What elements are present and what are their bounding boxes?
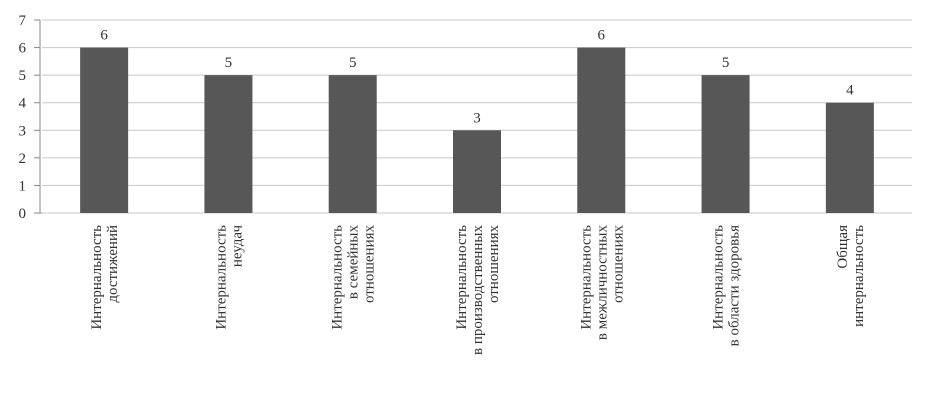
y-tick-label: 4 — [19, 96, 27, 112]
value-label: 5 — [225, 55, 233, 71]
x-tick-label: Интернальностьдостижений — [89, 225, 121, 330]
y-tick-label: 1 — [19, 178, 27, 194]
y-tick-label: 3 — [19, 123, 27, 139]
bar — [453, 130, 501, 213]
x-tick-label: Интернальностьнеудач — [213, 225, 245, 330]
x-tick-label: Интернальностьв семейныхотношениях — [330, 225, 378, 330]
bar — [328, 75, 377, 214]
value-label: 3 — [473, 110, 481, 126]
y-tick-label: 7 — [19, 13, 27, 29]
bar — [577, 47, 626, 214]
value-label: 6 — [100, 28, 108, 44]
y-tick-label: 6 — [19, 41, 27, 57]
value-label: 5 — [349, 55, 357, 71]
y-tick-label: 0 — [19, 206, 27, 222]
bar — [80, 47, 129, 214]
value-label: 5 — [722, 55, 730, 71]
value-label: 4 — [846, 83, 854, 99]
x-tick-label: Интернальностьв производственныхотношени… — [454, 225, 502, 356]
value-label: 6 — [598, 28, 606, 44]
x-tick-label: Интернальностьв области здоровья — [711, 225, 743, 347]
x-tick-label: Общаяинтернальность — [835, 225, 867, 327]
bar — [204, 75, 253, 214]
x-tick-label: Интернальностьв межличностныхотношениях — [578, 225, 626, 341]
y-tick-label: 5 — [19, 68, 27, 84]
bar — [825, 102, 874, 213]
bar — [701, 75, 750, 214]
y-tick-label: 2 — [19, 151, 27, 167]
